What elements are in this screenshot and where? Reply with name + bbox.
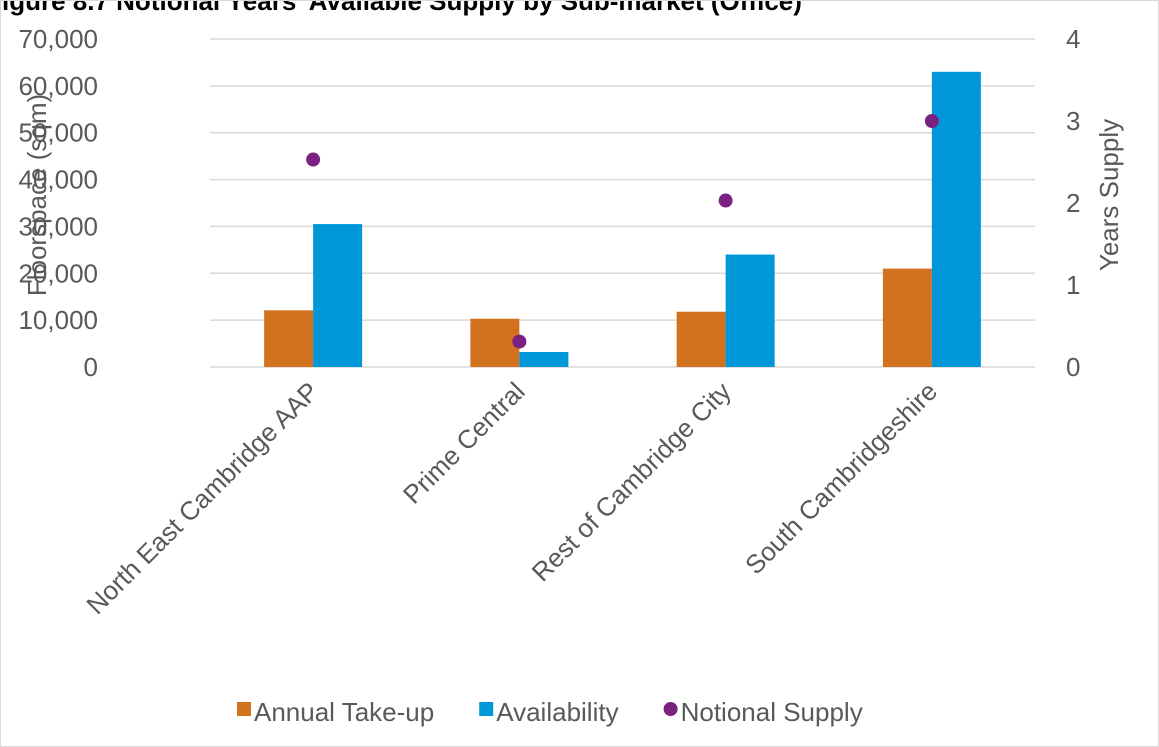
bars: [264, 71, 981, 368]
y-tick-label: 0: [84, 352, 98, 382]
legend-marker: [663, 702, 678, 716]
y-tick-label: 30,000: [18, 211, 98, 241]
y-tick-label: 20,000: [18, 258, 98, 288]
bar: [519, 352, 569, 367]
legend-label: Annual Take-up: [254, 697, 434, 727]
y2-tick-label: 0: [1066, 352, 1080, 382]
x-tick-label: Rest of Cambridge City: [526, 376, 737, 587]
chart-title: igure 8.7 Notional Years' Available Supp…: [2, 0, 802, 16]
y2-tick-label: 2: [1066, 188, 1080, 218]
data-point: [718, 193, 733, 208]
bar: [882, 268, 932, 367]
legend-label: Availability: [496, 697, 618, 727]
bar: [264, 310, 314, 367]
data-point: [306, 152, 321, 167]
y-axis-label: Floorspace (sqm): [22, 94, 52, 296]
x-tick-label: North East Cambridge AAP: [80, 376, 324, 620]
bar: [725, 254, 775, 367]
legend-label: Notional Supply: [681, 697, 863, 727]
data-point: [924, 114, 939, 128]
bar: [676, 311, 726, 367]
y2-tick-label: 3: [1066, 106, 1080, 136]
y-tick-label: 60,000: [18, 71, 98, 101]
points: [306, 114, 939, 349]
y2-tick-label: 4: [1066, 24, 1080, 54]
bar: [470, 318, 520, 367]
bar: [313, 224, 363, 367]
legend-swatch: [479, 702, 494, 716]
y2-tick-label: 1: [1066, 270, 1080, 300]
data-point: [512, 334, 527, 349]
x-tick-label: South Cambridgeshire: [739, 376, 943, 580]
y2-axis-label: Years Supply: [1094, 119, 1124, 271]
legend: Annual Take-up Availability Notional Suppl…: [237, 697, 863, 727]
y-tick-label: 50,000: [18, 118, 98, 148]
legend-swatch: [237, 702, 251, 716]
x-tick-label: Prime Central: [397, 376, 531, 510]
bar: [931, 71, 981, 368]
y-tick-label: 40,000: [18, 165, 98, 195]
y-tick-label: 10,000: [18, 305, 98, 335]
y-tick-label: 70,000: [18, 24, 98, 54]
